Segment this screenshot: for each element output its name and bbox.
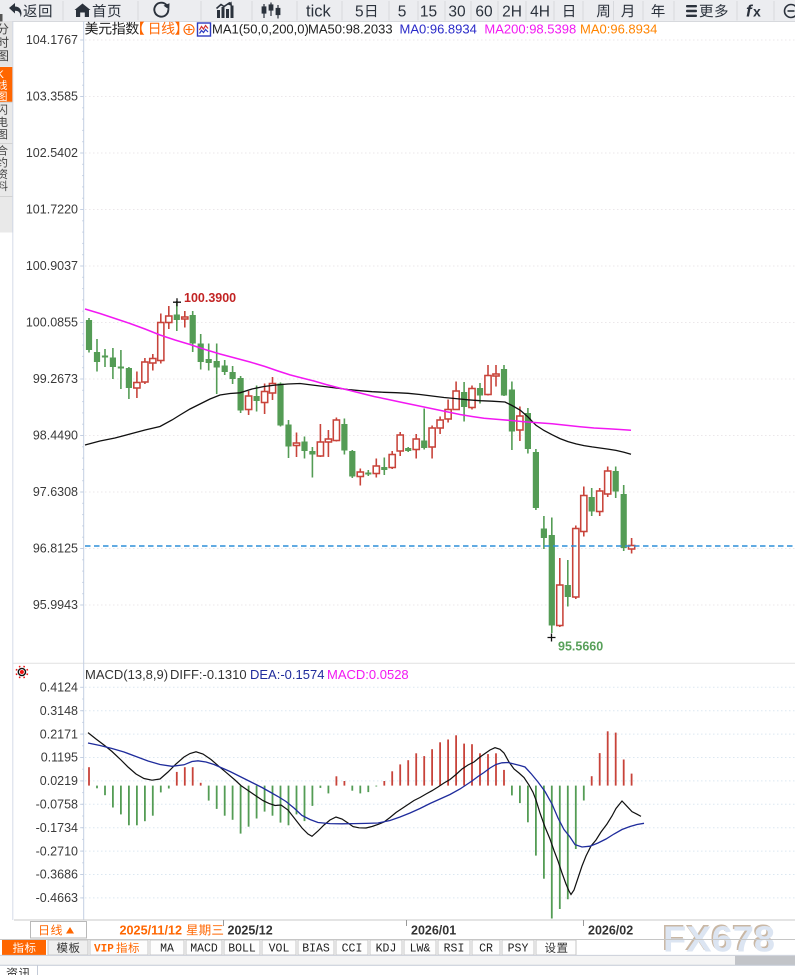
svg-text:104.1767: 104.1767	[26, 33, 78, 47]
svg-text:2H: 2H	[502, 4, 522, 21]
svg-text:15: 15	[420, 4, 437, 21]
svg-text:K: K	[0, 69, 5, 81]
svg-text:100.3900: 100.3900	[184, 291, 236, 305]
svg-text:CR: CR	[479, 943, 493, 956]
svg-text:98.4490: 98.4490	[33, 429, 78, 443]
svg-text:DIFF:-0.1310: DIFF:-0.1310	[170, 667, 247, 682]
svg-text:MACD(13,8,9): MACD(13,8,9)	[85, 667, 168, 682]
svg-text:MA0:96.8934: MA0:96.8934	[580, 22, 657, 37]
svg-text:BOLL: BOLL	[228, 943, 256, 956]
svg-text:100.9037: 100.9037	[26, 259, 78, 273]
svg-text:PSY: PSY	[508, 943, 529, 956]
svg-text:MA: MA	[160, 943, 174, 956]
svg-text:FX678: FX678	[662, 917, 774, 958]
svg-text:KDJ: KDJ	[376, 943, 397, 956]
svg-text:VOL: VOL	[269, 943, 290, 956]
svg-text:102.5402: 102.5402	[26, 146, 78, 160]
svg-text:2025/12: 2025/12	[228, 924, 273, 938]
svg-text:MA1(50,0,200,0): MA1(50,0,200,0)	[212, 22, 309, 37]
svg-text:0.3148: 0.3148	[40, 704, 78, 718]
svg-text:-0.1734: -0.1734	[36, 821, 78, 835]
svg-text:99.2673: 99.2673	[33, 372, 78, 386]
svg-text:MACD:0.0528: MACD:0.0528	[327, 667, 409, 682]
svg-text:RSI: RSI	[444, 943, 465, 956]
svg-text:0.4124: 0.4124	[40, 681, 78, 695]
svg-text:95.9943: 95.9943	[33, 598, 78, 612]
svg-text:LW&: LW&	[410, 943, 431, 956]
svg-text:f: f	[746, 2, 754, 21]
svg-text:5: 5	[355, 4, 364, 21]
svg-text:MA50:98.2033: MA50:98.2033	[308, 22, 393, 37]
svg-text:BIAS: BIAS	[302, 943, 330, 956]
svg-text:2026/02: 2026/02	[588, 924, 633, 938]
svg-text:-0.0758: -0.0758	[36, 798, 78, 812]
svg-text:96.8125: 96.8125	[33, 542, 78, 556]
svg-text:DEA:-0.1574: DEA:-0.1574	[250, 667, 324, 682]
svg-text:CCI: CCI	[342, 943, 363, 956]
svg-text:100.0855: 100.0855	[26, 316, 78, 330]
svg-text:30: 30	[448, 4, 466, 21]
svg-text:x: x	[753, 4, 761, 20]
svg-text:4H: 4H	[530, 4, 550, 21]
svg-text:MA200:98.5398: MA200:98.5398	[484, 22, 576, 37]
svg-text:MA0:96.8934: MA0:96.8934	[400, 22, 477, 37]
svg-text:0.0219: 0.0219	[40, 774, 78, 788]
svg-text:5: 5	[398, 4, 407, 21]
svg-text:MACD: MACD	[190, 943, 218, 956]
svg-text:101.7220: 101.7220	[26, 203, 78, 217]
svg-text:2026/01: 2026/01	[411, 924, 456, 938]
svg-text:tick: tick	[306, 3, 332, 21]
svg-text:0.2171: 0.2171	[40, 727, 78, 741]
svg-text:VIP: VIP	[94, 944, 114, 956]
svg-text:2025/11/12: 2025/11/12	[120, 924, 183, 938]
svg-text:60: 60	[475, 4, 493, 21]
svg-text:103.3585: 103.3585	[26, 90, 78, 104]
svg-text:95.5660: 95.5660	[558, 640, 603, 654]
svg-text:0.1195: 0.1195	[41, 751, 78, 765]
svg-text:97.6308: 97.6308	[33, 485, 78, 499]
svg-text:-0.3686: -0.3686	[36, 868, 78, 882]
svg-text:-0.4663: -0.4663	[36, 891, 78, 905]
svg-text:-0.2710: -0.2710	[36, 844, 78, 858]
